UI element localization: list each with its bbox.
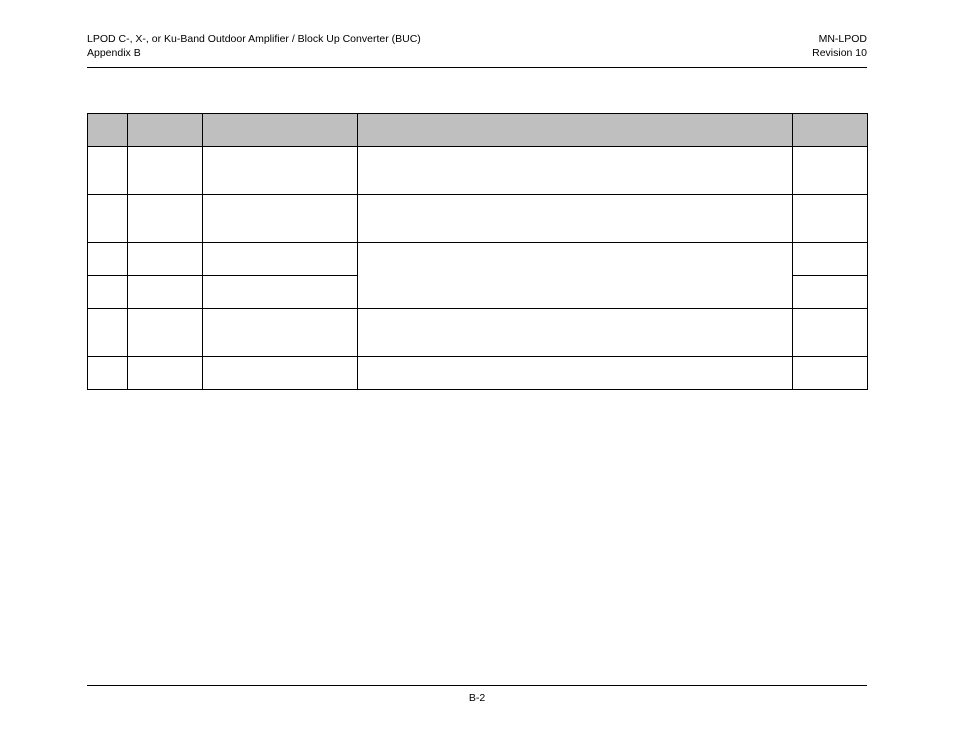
footer-rule [87,685,867,686]
header-left-line2: Appendix B [87,47,421,61]
table-cell [128,195,203,243]
table-cell [358,357,793,390]
header-right-line2: Revision 10 [812,47,867,61]
table-header-cell [128,114,203,147]
table-cell [793,309,868,357]
table-row [88,195,868,243]
table-header-cell [793,114,868,147]
page-footer: B-2 [0,692,954,704]
table-container [87,113,867,390]
table-cell [128,357,203,390]
table-cell [793,195,868,243]
table-cell [793,276,868,309]
table-header-cell [358,114,793,147]
table-cell [793,147,868,195]
table-cell [793,243,868,276]
header-rule [87,67,867,68]
table-row [88,243,868,276]
table-row [88,357,868,390]
table-cell [88,195,128,243]
table-cell [358,243,793,309]
table-cell [88,357,128,390]
header-right: MN-LPOD Revision 10 [812,33,867,60]
table-cell [88,243,128,276]
table-cell [128,147,203,195]
table-cell [358,309,793,357]
header-right-line1: MN-LPOD [812,33,867,47]
table-row [88,147,868,195]
table-cell [88,276,128,309]
header-left: LPOD C-, X-, or Ku-Band Outdoor Amplifie… [87,33,421,60]
table-cell [88,309,128,357]
table-cell [203,276,358,309]
table-cell [128,243,203,276]
table-cell [203,195,358,243]
table-row [88,309,868,357]
table-cell [358,195,793,243]
table-cell [203,147,358,195]
page: LPOD C-, X-, or Ku-Band Outdoor Amplifie… [0,0,954,738]
table-header-cell [88,114,128,147]
table-cell [358,147,793,195]
table-cell [128,276,203,309]
table-cell [203,243,358,276]
table-cell [203,309,358,357]
table-cell [128,309,203,357]
table-cell [793,357,868,390]
data-table [87,113,868,390]
table-header-row [88,114,868,147]
table-cell [88,147,128,195]
page-header: LPOD C-, X-, or Ku-Band Outdoor Amplifie… [87,33,867,60]
table-cell [203,357,358,390]
table-header-cell [203,114,358,147]
header-left-line1: LPOD C-, X-, or Ku-Band Outdoor Amplifie… [87,33,421,47]
